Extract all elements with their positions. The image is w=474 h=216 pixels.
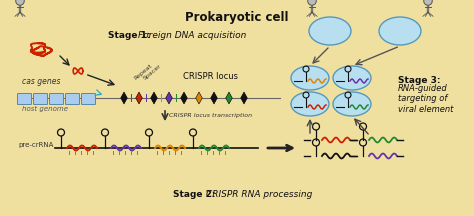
Polygon shape [136, 92, 142, 104]
Text: cas genes: cas genes [22, 77, 61, 86]
Polygon shape [161, 94, 162, 102]
Text: Stage 1:: Stage 1: [108, 31, 151, 40]
Text: CRISPR locus: CRISPR locus [183, 72, 238, 81]
FancyBboxPatch shape [65, 94, 80, 105]
Polygon shape [196, 92, 202, 104]
Ellipse shape [309, 17, 351, 45]
FancyBboxPatch shape [34, 94, 47, 105]
Text: Stage 3:: Stage 3: [398, 76, 440, 85]
Polygon shape [166, 92, 173, 104]
Polygon shape [241, 92, 247, 104]
FancyBboxPatch shape [49, 94, 64, 105]
Circle shape [424, 0, 432, 5]
Ellipse shape [333, 66, 371, 90]
Polygon shape [146, 94, 147, 102]
Polygon shape [226, 92, 232, 104]
Polygon shape [131, 94, 132, 102]
Circle shape [16, 0, 24, 5]
Text: RNA-guided
targeting of
viral element: RNA-guided targeting of viral element [398, 84, 453, 114]
Polygon shape [181, 92, 187, 104]
Ellipse shape [291, 66, 329, 90]
Text: Stage 2:: Stage 2: [173, 190, 216, 199]
Ellipse shape [333, 92, 371, 116]
Text: host genome: host genome [22, 106, 68, 112]
Text: Prokaryotic cell: Prokaryotic cell [185, 11, 289, 24]
Text: pre-crRNA: pre-crRNA [18, 142, 54, 148]
Polygon shape [211, 92, 217, 104]
Text: CRISPR locus transcription: CRISPR locus transcription [169, 113, 252, 119]
FancyBboxPatch shape [18, 94, 31, 105]
Ellipse shape [291, 92, 329, 116]
Polygon shape [176, 94, 177, 102]
Polygon shape [151, 92, 157, 104]
Text: Foreign DNA acquisition: Foreign DNA acquisition [138, 31, 246, 40]
FancyBboxPatch shape [82, 94, 95, 105]
Circle shape [308, 0, 316, 5]
Text: Spacer: Spacer [142, 63, 162, 81]
Polygon shape [121, 92, 128, 104]
Text: Repeat: Repeat [133, 63, 153, 81]
Ellipse shape [379, 17, 421, 45]
Text: CRISPR RNA processing: CRISPR RNA processing [206, 190, 312, 199]
